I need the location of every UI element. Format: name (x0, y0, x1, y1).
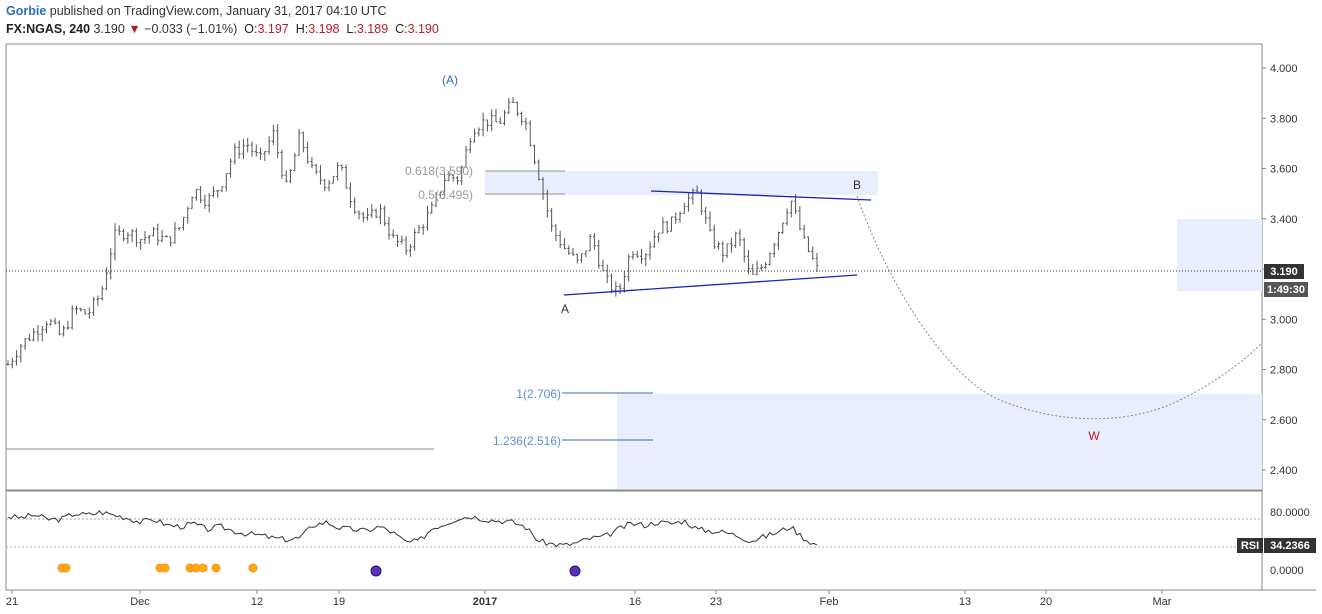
wave-label-a: A (561, 302, 569, 316)
price-tick-label: 3.600 (1270, 164, 1298, 176)
price-tick-label: 3.000 (1270, 314, 1298, 326)
rsi-value: 34.2366 (1270, 540, 1310, 552)
high-value: 3.198 (308, 22, 340, 36)
price-zone-right (1177, 219, 1262, 291)
rsi-signal-dot-purple (569, 565, 581, 577)
rsi-signal-dot-purple (370, 565, 382, 577)
quote-line: FX:NGAS, 240 3.190 ▼ −0.033 (−1.01%) O:3… (6, 20, 439, 38)
rsi-tick-label: 80.0000 (1270, 507, 1310, 519)
fib-zone-lower (617, 394, 1262, 489)
rsi-pane-frame (5, 490, 1263, 591)
high-label: H: (295, 22, 309, 36)
time-tick-label: Mar (1153, 596, 1172, 608)
rsi-signal-dot-orange (61, 563, 71, 573)
wave-label-a-top: (A) (442, 73, 458, 87)
rsi-signal-dot-orange (248, 563, 258, 573)
rsi-line (7, 510, 818, 548)
time-tick-label: 21 (6, 596, 18, 608)
price-tick-label: 2.800 (1270, 365, 1298, 377)
time-tick-label: 20 (1040, 596, 1052, 608)
fib-label-05: 0.5(3.495) (418, 188, 473, 202)
time-tick-label: 16 (629, 596, 641, 608)
countdown-value: 1:49:30 (1267, 284, 1305, 296)
publish-info: published on TradingView.com, January 31… (49, 4, 387, 18)
time-tick-label: Dec (130, 596, 150, 608)
rsi-axis[interactable]: 80.0000 0.0000 (1270, 507, 1310, 577)
price-axis[interactable]: 4.0003.8003.6003.4003.2003.0002.8002.600… (1262, 63, 1298, 477)
fib-zone-upper (485, 171, 878, 195)
price-tick-label: 2.400 (1270, 465, 1298, 477)
rsi-label: RSI (1241, 540, 1259, 552)
price-badge-value: 3.190 (1270, 266, 1298, 278)
time-tick-label: 12 (251, 596, 263, 608)
time-tick-label: 19 (333, 596, 345, 608)
countdown-badge (1264, 282, 1308, 297)
price-badge (1264, 264, 1304, 279)
rsi-signal-dot-orange (160, 563, 170, 573)
price-tick-label: 3.400 (1270, 214, 1298, 226)
projection-path (856, 195, 1263, 420)
open-label: O: (244, 22, 258, 36)
fib-label-0618: 0.618(3.590) (405, 164, 473, 178)
fib-label-1: 1(2.706) (516, 387, 561, 401)
close-value: 3.190 (407, 22, 439, 36)
publish-line: Gorbie published on TradingView.com, Jan… (6, 2, 439, 20)
wave-label-w: W (1088, 429, 1100, 443)
chart-header: Gorbie published on TradingView.com, Jan… (6, 2, 439, 38)
price-change: −0.033 (−1.01%) (144, 22, 238, 36)
triangle-upper-trendline[interactable] (650, 190, 872, 201)
price-tick-label: 2.600 (1270, 415, 1298, 427)
rsi-signal-dot-orange (211, 563, 221, 573)
last-price: 3.190 (93, 22, 125, 36)
time-tick-label: Feb (820, 596, 839, 608)
triangle-lower-trendline[interactable] (563, 274, 858, 296)
rsi-dots (57, 563, 581, 577)
time-axis[interactable]: 21 Dec 12 19 2017 16 23 Feb 13 20 Mar (6, 590, 1172, 608)
wave-label-b: B (853, 178, 861, 192)
low-label: L: (346, 22, 357, 36)
time-tick-label: 23 (710, 596, 722, 608)
author-link[interactable]: Gorbie (6, 4, 47, 18)
open-value: 3.197 (257, 22, 289, 36)
rsi-tick-label: 0.0000 (1270, 565, 1304, 577)
time-tick-label: 2017 (473, 596, 497, 608)
rsi-label-badge (1237, 538, 1263, 553)
rsi-value-badge (1264, 538, 1316, 553)
down-arrow-icon: ▼ (128, 22, 141, 36)
candles-group (6, 96, 819, 369)
price-tick-label: 3.800 (1270, 113, 1298, 125)
price-tick-label: 4.000 (1270, 63, 1298, 75)
symbol-label[interactable]: FX:NGAS, 240 (6, 22, 91, 36)
low-value: 3.189 (356, 22, 389, 36)
fib-label-1236: 1.236(2.516) (493, 434, 561, 448)
time-tick-label: 13 (959, 596, 971, 608)
close-label: C: (395, 22, 408, 36)
rsi-signal-dot-orange (198, 563, 208, 573)
